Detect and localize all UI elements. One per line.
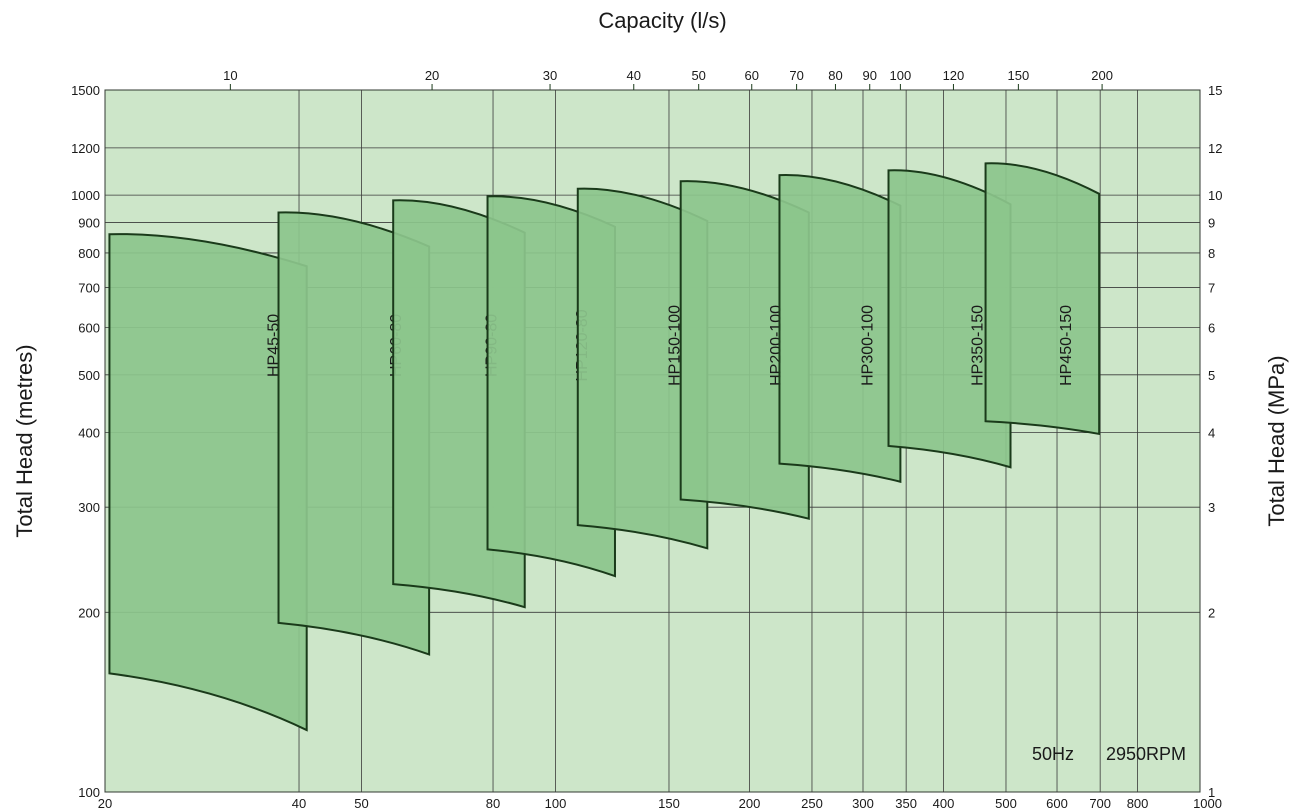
x-top-tick-label: 80 xyxy=(828,68,842,83)
y-left-tick-label: 400 xyxy=(78,426,100,441)
x-bottom-tick-label: 150 xyxy=(658,796,680,810)
x-top-tick-label: 200 xyxy=(1091,68,1113,83)
y-left-tick-label: 1000 xyxy=(71,188,100,203)
x-bottom-tick-label: 40 xyxy=(292,796,306,810)
x-top-tick-label: 30 xyxy=(543,68,557,83)
x-bottom-tick-label: 400 xyxy=(933,796,955,810)
y-right-tick-label: 1 xyxy=(1208,785,1215,800)
x-bottom-tick-label: 600 xyxy=(1046,796,1068,810)
speed-note: 2950RPM xyxy=(1106,744,1186,764)
x-bottom-tick-label: 800 xyxy=(1127,796,1149,810)
y-right-tick-label: 8 xyxy=(1208,246,1215,261)
x-bottom-tick-label: 50 xyxy=(354,796,368,810)
y-left-tick-label: 1200 xyxy=(71,141,100,156)
x-bottom-tick-label: 20 xyxy=(98,796,112,810)
x-bottom-tick-label: 80 xyxy=(486,796,500,810)
x-bottom-tick-label: 100 xyxy=(545,796,567,810)
x-top-tick-label: 120 xyxy=(943,68,965,83)
x-top-tick-label: 70 xyxy=(789,68,803,83)
y-left-tick-label: 1500 xyxy=(71,83,100,98)
x-top-axis-title: Capacity (l/s) xyxy=(598,8,726,33)
y-left-tick-label: 700 xyxy=(78,281,100,296)
y-right-tick-label: 12 xyxy=(1208,141,1222,156)
y-right-tick-label: 10 xyxy=(1208,188,1222,203)
x-top-tick-label: 10 xyxy=(223,68,237,83)
x-bottom-tick-label: 700 xyxy=(1089,796,1111,810)
x-top-tick-label: 60 xyxy=(745,68,759,83)
pump-region-hp45-50 xyxy=(108,233,308,732)
x-bottom-tick-label: 300 xyxy=(852,796,874,810)
x-bottom-tick-label: 350 xyxy=(895,796,917,810)
x-bottom-tick-label: 1000 xyxy=(1193,796,1222,810)
y-right-tick-label: 6 xyxy=(1208,321,1215,336)
y-right-tick-label: 15 xyxy=(1208,83,1222,98)
y-left-tick-label: 300 xyxy=(78,500,100,515)
pump-label-hp450-150: HP450-150 xyxy=(1058,305,1075,386)
y-right-tick-label: 3 xyxy=(1208,500,1215,515)
x-bottom-tick-label: 500 xyxy=(995,796,1017,810)
x-top-tick-label: 40 xyxy=(627,68,641,83)
x-top-tick-label: 100 xyxy=(890,68,912,83)
y-left-tick-label: 200 xyxy=(78,605,100,620)
y-right-tick-label: 4 xyxy=(1208,426,1215,441)
y-right-tick-label: 7 xyxy=(1208,281,1215,296)
pump-label-hp300-100: HP300-100 xyxy=(859,305,876,386)
x-bottom-tick-label: 200 xyxy=(739,796,761,810)
pump-label-hp150-100: HP150-100 xyxy=(666,305,683,386)
y-right-axis-title: Total Head (MPa) xyxy=(1264,355,1289,526)
y-left-tick-label: 100 xyxy=(78,785,100,800)
y-left-tick-label: 900 xyxy=(78,215,100,230)
y-left-tick-label: 600 xyxy=(78,321,100,336)
y-left-tick-label: 800 xyxy=(78,246,100,261)
y-left-tick-label: 500 xyxy=(78,368,100,383)
y-right-tick-label: 9 xyxy=(1208,215,1215,230)
pump-label-hp350-150: HP350-150 xyxy=(970,305,987,386)
x-top-tick-label: 90 xyxy=(862,68,876,83)
pump-region-hp300-100 xyxy=(778,174,902,483)
pump-region-hp450-150 xyxy=(984,162,1101,436)
frequency-note: 50Hz xyxy=(1032,744,1074,764)
x-top-tick-label: 20 xyxy=(425,68,439,83)
y-right-tick-label: 5 xyxy=(1208,368,1215,383)
y-right-tick-label: 2 xyxy=(1208,605,1215,620)
x-top-tick-label: 50 xyxy=(691,68,705,83)
x-top-tick-label: 150 xyxy=(1008,68,1030,83)
x-bottom-tick-label: 250 xyxy=(801,796,823,810)
y-left-axis-title: Total Head (metres) xyxy=(12,344,37,537)
